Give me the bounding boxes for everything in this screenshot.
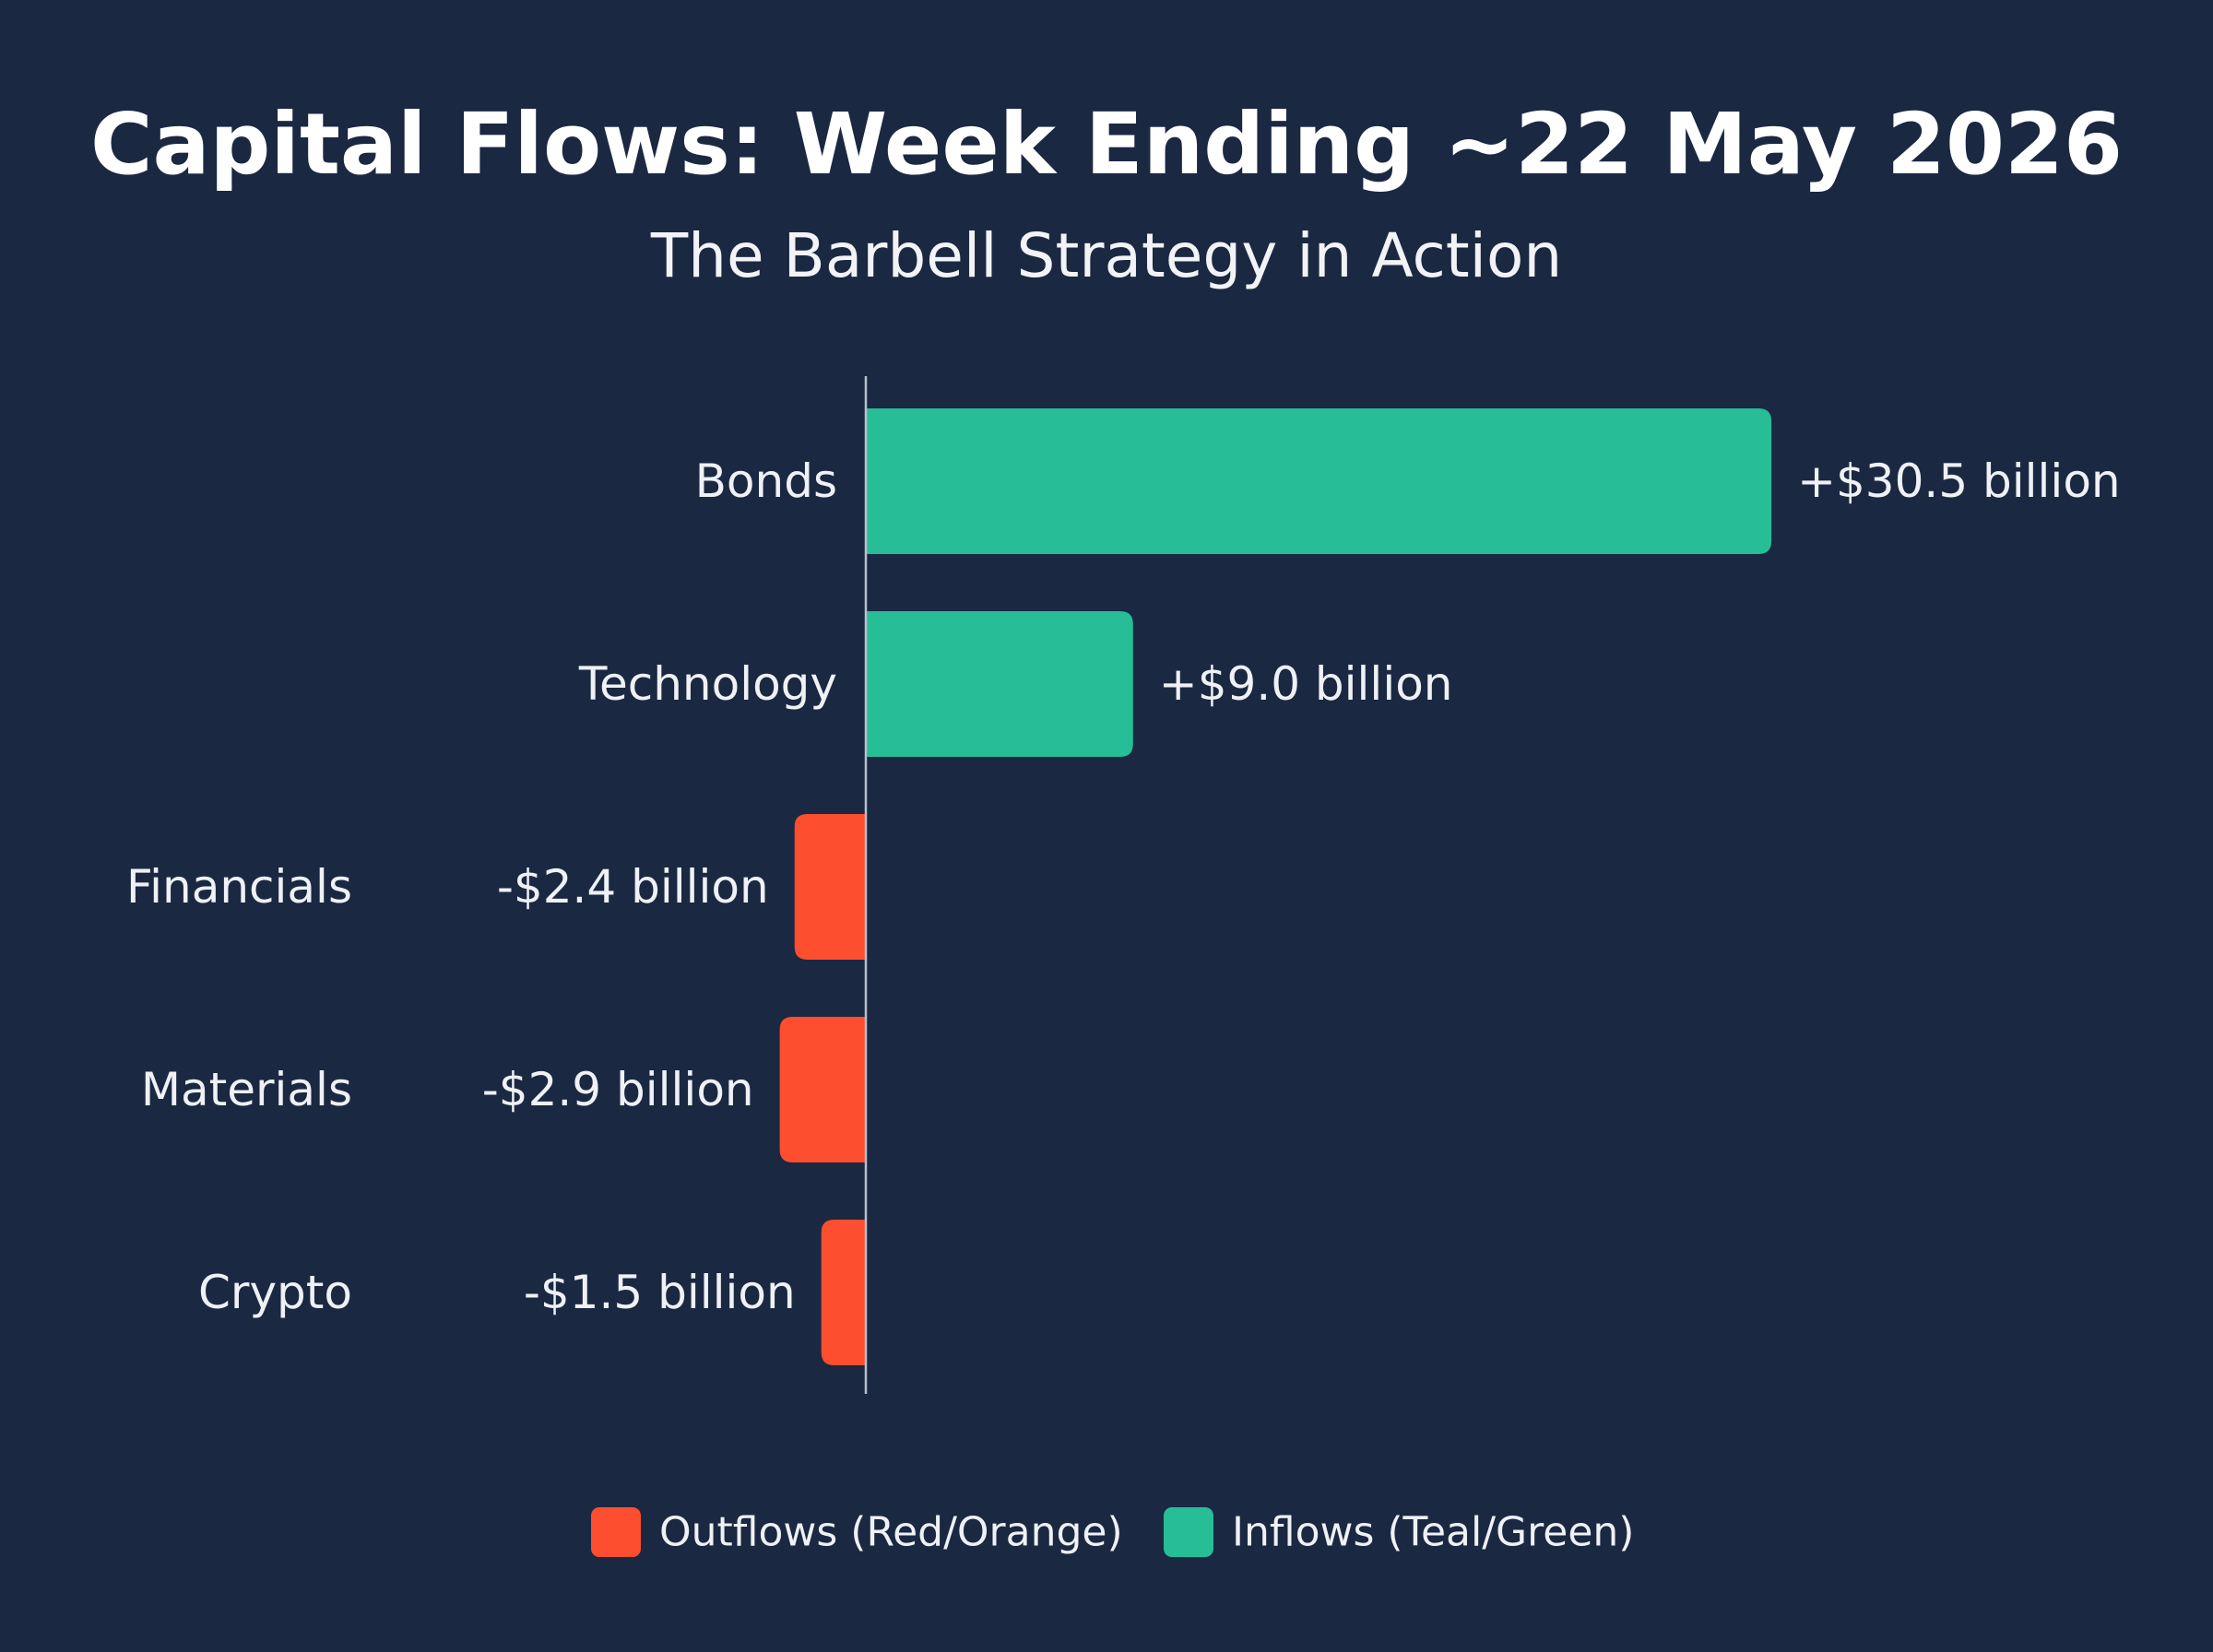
value-label-crypto: -$1.5 billion	[524, 1266, 796, 1319]
chart-subtitle: The Barbell Strategy in Action	[650, 220, 1562, 291]
category-label-materials: Materials	[141, 1063, 352, 1116]
legend: Outflows (Red/Orange) Inflows (Teal/Green…	[591, 1507, 1634, 1557]
legend-label-outflows: Outflows (Red/Orange)	[659, 1509, 1123, 1556]
bar-materials	[779, 1017, 866, 1162]
value-label-bonds: +$30.5 billion	[1797, 454, 2121, 508]
category-label-crypto: Crypto	[198, 1266, 352, 1319]
bar-financials	[794, 814, 866, 960]
plot-area: Bonds +$30.5 billion Technology +$9.0 billi…	[126, 408, 2121, 1365]
bar-technology	[866, 611, 1133, 757]
chart-title: Capital Flows: Week Ending ~22 May 2026	[90, 95, 2123, 194]
category-label-technology: Technology	[578, 657, 837, 711]
legend-swatch-outflows	[591, 1507, 641, 1557]
category-label-financials: Financials	[126, 860, 352, 914]
category-label-bonds: Bonds	[695, 454, 837, 508]
legend-label-inflows: Inflows (Teal/Green)	[1232, 1509, 1634, 1556]
value-label-materials: -$2.9 billion	[482, 1063, 754, 1116]
bar-crypto	[821, 1220, 866, 1365]
value-label-technology: +$9.0 billion	[1159, 657, 1453, 711]
bar-bonds	[866, 408, 1772, 554]
value-label-financials: -$2.4 billion	[497, 860, 769, 914]
legend-swatch-inflows	[1164, 1507, 1213, 1557]
